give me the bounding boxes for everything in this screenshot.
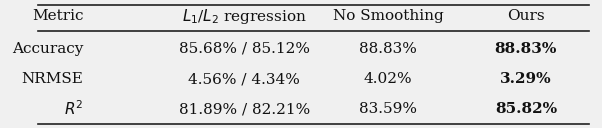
Text: 4.56% / 4.34%: 4.56% / 4.34% [188,72,300,86]
Text: 81.89% / 82.21%: 81.89% / 82.21% [179,102,310,116]
Text: 88.83%: 88.83% [359,42,417,56]
Text: 85.82%: 85.82% [495,102,557,116]
Text: 3.29%: 3.29% [500,72,552,86]
Text: 4.02%: 4.02% [364,72,412,86]
Text: Metric: Metric [32,9,84,23]
Text: Accuracy: Accuracy [12,42,84,56]
Text: 83.59%: 83.59% [359,102,417,116]
Text: 85.68% / 85.12%: 85.68% / 85.12% [179,42,310,56]
Text: No Smoothing: No Smoothing [333,9,444,23]
Text: Ours: Ours [507,9,545,23]
Text: $L_1$/$L_2$ regression: $L_1$/$L_2$ regression [182,7,307,26]
Text: NRMSE: NRMSE [22,72,84,86]
Text: 88.83%: 88.83% [495,42,557,56]
Text: $R^2$: $R^2$ [64,100,84,118]
